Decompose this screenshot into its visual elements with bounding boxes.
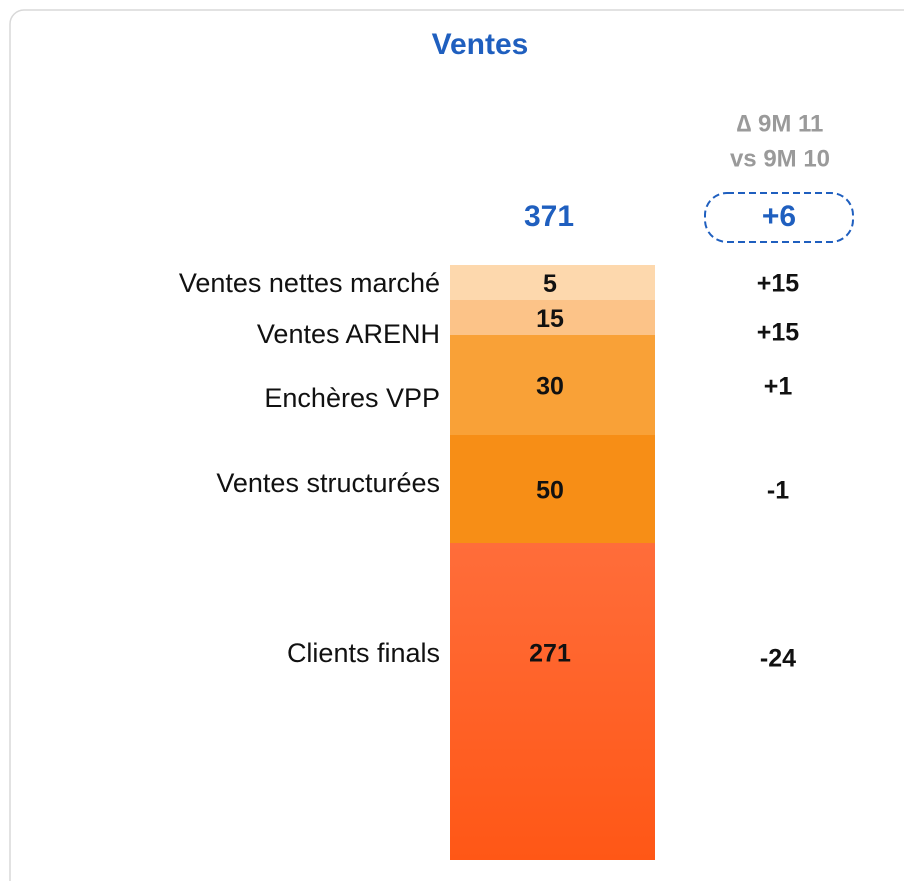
category-label: Ventes structurées	[216, 468, 440, 498]
total: 371	[524, 200, 574, 233]
delta-header: vs 9M 10	[730, 145, 830, 172]
value-label: 50	[536, 477, 564, 505]
delta-label: -24	[760, 645, 796, 673]
delta-label: -1	[767, 477, 789, 505]
category-label: Ventes nettes marché	[179, 268, 440, 298]
bar-segment	[450, 543, 655, 860]
category-label: Enchères VPP	[264, 383, 440, 413]
value-label: 5	[543, 270, 557, 298]
delta-label: +1	[764, 373, 793, 401]
total-delta: +6	[762, 200, 796, 233]
value-label: 15	[536, 305, 564, 333]
bar-segment	[450, 335, 655, 435]
delta-label: +15	[757, 270, 800, 298]
bar-segment	[450, 265, 655, 300]
value-label: 30	[536, 373, 564, 401]
bar-segment	[450, 300, 655, 335]
category-label: Ventes ARENH	[257, 319, 440, 349]
category-label: Clients finals	[287, 638, 440, 668]
chart-title: Ventes	[432, 28, 529, 61]
delta-label: +15	[757, 319, 800, 347]
bar-segment	[450, 435, 655, 543]
value-label: 271	[529, 640, 571, 668]
delta-header: ∆ 9M 11	[737, 110, 824, 137]
